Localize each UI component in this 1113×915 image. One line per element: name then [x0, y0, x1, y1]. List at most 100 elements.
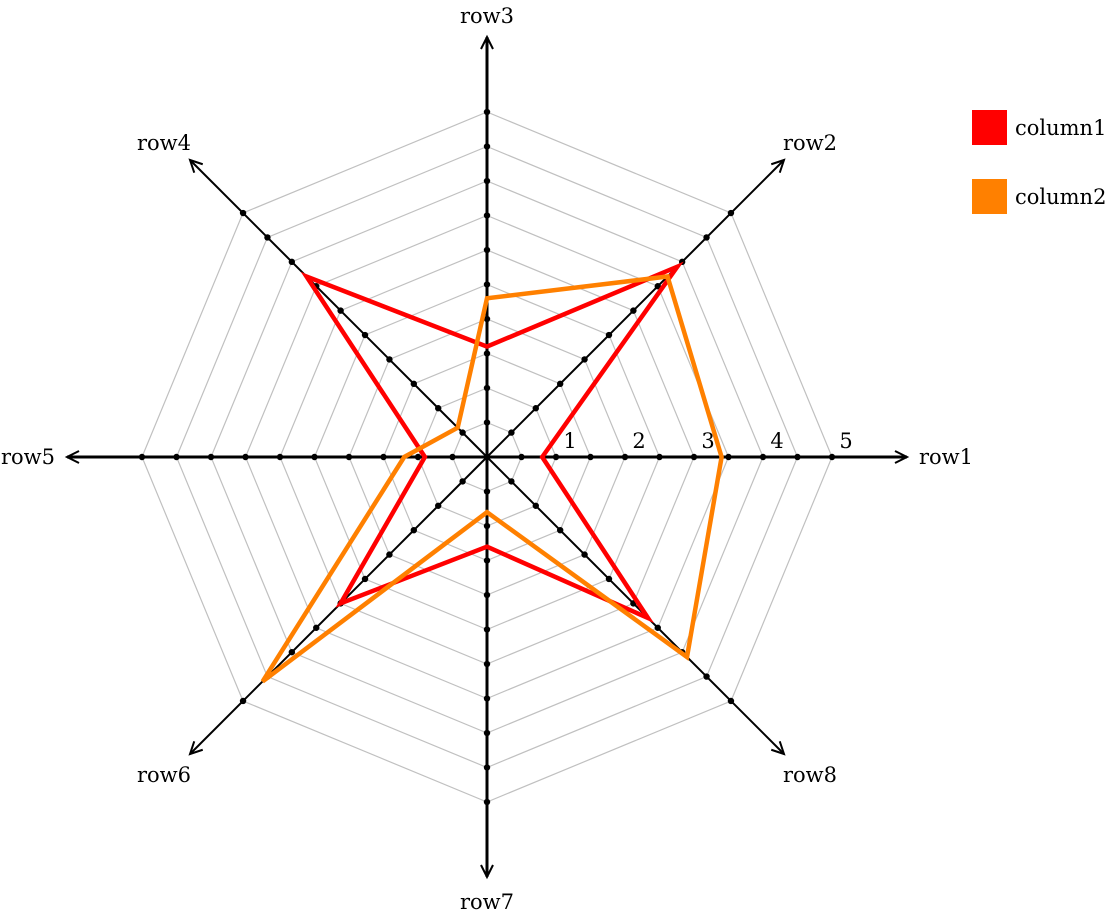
tick-dot	[410, 380, 418, 388]
category-label-row5: row5	[1, 445, 55, 469]
tick-dot	[138, 453, 146, 461]
tick-dot	[207, 453, 215, 461]
tick-dot	[483, 591, 491, 599]
tick-dot	[483, 246, 491, 254]
tick-dot	[435, 502, 442, 509]
tick-dot	[239, 209, 247, 217]
tick-dot	[483, 488, 491, 495]
legend-item-column2: column2	[972, 179, 1106, 214]
tick-dot	[313, 624, 320, 631]
tick-dot	[239, 697, 247, 705]
tick-dot	[483, 626, 491, 633]
tick-dot	[173, 453, 180, 461]
tick-dot	[337, 307, 344, 314]
series-column2	[260, 274, 724, 684]
tick-dot	[703, 673, 710, 680]
tick-dot	[449, 453, 456, 461]
tick-dot	[459, 478, 466, 485]
tick-dot	[654, 624, 661, 631]
tick-dot	[483, 764, 491, 771]
tick-dot	[483, 315, 491, 323]
tick-dot	[435, 405, 442, 412]
tick-dot	[483, 798, 491, 806]
radar-series	[260, 261, 724, 684]
tick-label-3: 3	[701, 429, 714, 453]
category-label-row1: row1	[919, 445, 973, 469]
tick-dot	[656, 453, 663, 461]
tick-dot	[727, 209, 735, 217]
tick-dot	[264, 234, 271, 241]
tick-dot	[483, 695, 491, 702]
tick-dot	[242, 453, 249, 461]
tick-dot	[483, 419, 491, 426]
tick-dot	[508, 478, 515, 485]
tick-dot	[483, 522, 491, 530]
tick-dot	[581, 356, 588, 363]
tick-dot	[288, 648, 296, 656]
tick-dot	[288, 258, 296, 266]
tick-label-2: 2	[632, 429, 645, 453]
tick-dot	[794, 453, 801, 461]
radar-axes	[64, 34, 910, 880]
legend-item-column1: column1	[972, 110, 1106, 145]
legend-label-column1: column1	[1015, 115, 1107, 140]
legend-label-column2: column2	[1015, 184, 1107, 209]
tick-dot	[361, 575, 369, 583]
tick-dot	[759, 453, 767, 461]
center-dot	[483, 453, 491, 461]
tick-dot	[556, 380, 564, 388]
category-label-row3: row3	[460, 4, 514, 28]
tick-dot	[414, 453, 422, 461]
tick-dot	[581, 551, 588, 558]
tick-label-5: 5	[839, 429, 852, 453]
tick-dot	[508, 429, 515, 436]
tick-dot	[459, 429, 466, 436]
tick-dot	[386, 356, 393, 363]
tick-dot	[483, 108, 491, 116]
tick-dot	[483, 729, 491, 737]
tick-dot	[725, 453, 732, 461]
tick-label-4: 4	[770, 429, 783, 453]
tick-dot	[386, 551, 393, 558]
tick-dot	[605, 575, 613, 583]
tick-dot	[556, 526, 564, 534]
category-label-row7: row7	[460, 890, 514, 914]
legend-swatch-column1	[972, 110, 1007, 145]
category-label-row2: row2	[783, 131, 837, 155]
tick-dot	[518, 453, 525, 461]
tick-dot	[483, 557, 491, 564]
tick-dot	[483, 177, 491, 185]
tick-dot	[703, 234, 710, 241]
tick-dot	[621, 453, 629, 461]
tick-dot	[483, 660, 491, 668]
tick-dot	[311, 453, 318, 461]
tick-dot	[630, 307, 637, 314]
tick-dot	[483, 143, 491, 150]
category-label-row6: row6	[137, 763, 191, 787]
tick-dot	[828, 453, 836, 461]
tick-label-1: 1	[563, 429, 576, 453]
radar-labels: row1 row2 row3 row4 row5 row6 row7 row8 1 2 3 4 5	[1, 4, 973, 914]
category-label-row8: row8	[783, 763, 837, 787]
tick-dot	[345, 453, 353, 461]
tick-dot	[654, 283, 661, 290]
tick-dot	[483, 281, 491, 288]
tick-dot	[361, 331, 369, 339]
tick-dot	[483, 350, 491, 357]
series-column1	[300, 261, 684, 624]
category-label-row4: row4	[137, 131, 191, 155]
tick-dot	[410, 526, 418, 534]
tick-dot	[380, 453, 387, 461]
tick-dot	[552, 453, 560, 461]
tick-dot	[532, 502, 539, 509]
tick-dot	[605, 331, 613, 339]
tick-dot	[690, 453, 698, 461]
tick-dot	[483, 212, 491, 219]
tick-dot	[587, 453, 594, 461]
tick-dot	[483, 384, 491, 392]
tick-dot	[532, 405, 539, 412]
tick-dot	[276, 453, 284, 461]
legend-swatch-column2	[972, 179, 1007, 214]
tick-dot	[727, 697, 735, 705]
